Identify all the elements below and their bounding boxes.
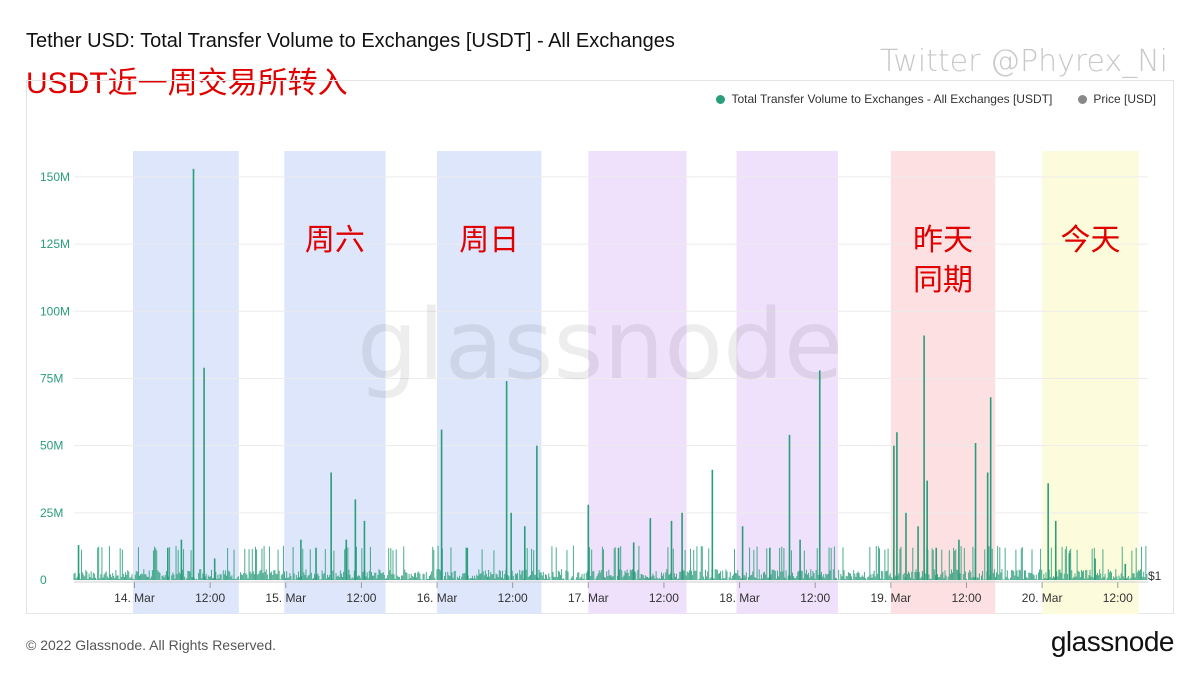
highlight-band [284,151,386,614]
legend: Total Transfer Volume to Exchanges - All… [716,92,1156,106]
x-tick-label: 15. Mar [265,591,306,605]
highlight-band [736,151,838,614]
legend-label-volume: Total Transfer Volume to Exchanges - All… [731,92,1053,106]
legend-label-price: Price [USD] [1093,92,1156,106]
chinese-annotation: USDT近一周交易所转入 [26,67,348,100]
watermark: glassnode [357,289,843,401]
x-tick-label: 12:00 [498,591,528,605]
legend-dot-price [1078,94,1088,104]
x-tick-label: 12:00 [1103,591,1133,605]
x-tick-label: 12:00 [649,591,679,605]
legend-item-volume[interactable]: Total Transfer Volume to Exchanges - All… [716,92,1052,106]
highlight-band [588,151,687,614]
brand-logo: glassnode [1050,626,1175,657]
y-tick-label: 75M [40,371,63,385]
x-tick-label: 14. Mar [114,591,155,605]
legend-item-price[interactable]: Price [USD] [1078,92,1156,106]
x-tick-label: 17. Mar [568,591,609,605]
x-tick-label: 12:00 [800,591,830,605]
legend-dot-volume [716,94,726,104]
x-tick-label: 19. Mar [871,591,912,605]
y-tick-label: 125M [40,237,70,251]
y-tick-label: 150M [40,170,70,184]
x-tick-label: 12:00 [346,591,376,605]
x-tick-label: 20. Mar [1022,591,1063,605]
band-label: 今天 [1061,223,1121,258]
copyright: © 2022 Glassnode. All Rights Reserved. [26,637,277,653]
highlight-band [1042,151,1139,614]
highlight-band [132,151,239,614]
twitter-handle: Twitter @Phyrex_Ni [879,44,1168,79]
y-tick-label: 0 [40,573,47,587]
y-tick-label: 100M [40,304,70,318]
highlight-band [890,151,996,614]
band-label: 周日 [459,223,519,258]
y2-tick-label: $1 [1148,569,1162,583]
x-tick-label: 16. Mar [417,591,458,605]
y-tick-label: 25M [40,506,63,520]
y-tick-label: 50M [40,439,63,453]
band-label: 昨天同期 [913,223,973,298]
chart-title: Tether USD: Total Transfer Volume to Exc… [26,30,675,52]
x-tick-label: 12:00 [195,591,225,605]
band-label: 周六 [305,223,365,258]
x-tick-label: 18. Mar [719,591,760,605]
x-tick-label: 12:00 [951,591,981,605]
